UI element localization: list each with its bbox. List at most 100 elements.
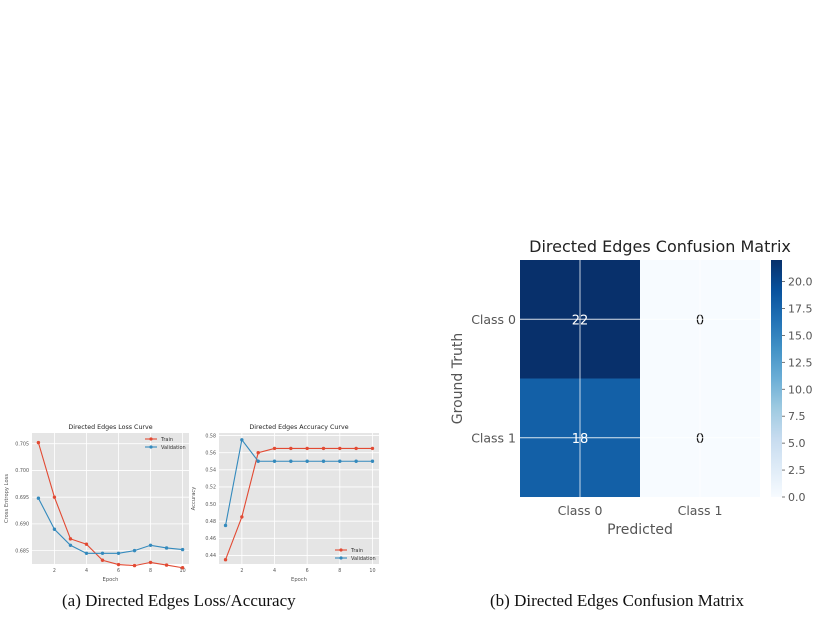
acc-point-validation: [354, 459, 358, 463]
acc-x-tick-label: 2: [240, 568, 243, 574]
acc-title: Directed Edges Accuracy Curve: [249, 424, 348, 431]
acc-plot-area: [219, 433, 379, 564]
loss-point-validation: [100, 551, 105, 556]
acc-point-train: [321, 446, 326, 451]
acc-point-validation: [272, 459, 277, 463]
acc-x-axis-label: Epoch: [291, 577, 307, 583]
acc-y-tick-label: 0.56: [205, 450, 216, 456]
acc-point-train: [272, 446, 277, 451]
loss-point-train: [52, 495, 57, 499]
acc-point-train: [223, 558, 228, 562]
acc-y-tick-label: 0.52: [205, 485, 216, 491]
loss-point-train: [68, 537, 73, 541]
cm-x-axis-label: Predicted: [607, 522, 673, 538]
acc-point-train: [370, 446, 375, 451]
acc-point-validation: [321, 459, 326, 463]
acc-point-validation: [240, 438, 244, 442]
loss-point-validation: [52, 527, 57, 531]
loss-y-tick-label: 0.695: [15, 495, 29, 501]
acc-y-tick-label: 0.50: [205, 502, 216, 508]
loss-point-train: [36, 440, 41, 445]
acc-y-tick-label: 0.48: [205, 519, 216, 525]
loss-point-validation: [36, 496, 41, 500]
acc-y-tick-label: 0.44: [205, 553, 216, 559]
colorbar-tick-label: 2.5: [788, 464, 806, 477]
acc-point-validation: [370, 459, 375, 463]
loss-point-validation: [84, 551, 89, 556]
loss-plot-area: [32, 433, 189, 564]
acc-point-train: [240, 515, 244, 519]
loss-legend-label: Train: [160, 437, 173, 443]
acc-point-train: [289, 446, 293, 451]
cm-x-tick-label: Class 0: [558, 503, 603, 518]
loss-point-train: [148, 560, 153, 565]
colorbar-tick-label: 15.0: [788, 329, 813, 342]
loss-point-train: [164, 563, 169, 567]
loss-x-tick-label: 10: [180, 568, 186, 574]
acc-legend-label: Train: [350, 548, 363, 554]
loss-y-tick-label: 0.690: [15, 522, 29, 528]
acc-series-line-validation: [224, 438, 373, 526]
loss-chart: 2 4 6 8 10 0.685 0.690 0.695 0.700 0.705 Directed …: [4, 424, 189, 583]
colorbar-tick-label: 20.0: [788, 276, 813, 289]
loss-legend-label: Validation: [161, 445, 186, 451]
caption-a: (a) Directed Edges Loss/Accuracy: [62, 591, 296, 610]
acc-point-validation: [256, 459, 260, 463]
loss-y-tick-label: 0.700: [15, 468, 29, 474]
acc-y-tick-label: 0.54: [205, 468, 216, 474]
loss-point-train: [116, 562, 121, 567]
loss-point-validation: [132, 548, 137, 553]
colorbar-tick-label: 10.0: [788, 383, 813, 396]
acc-legend-marker: [339, 556, 343, 560]
loss-series-line-validation: [37, 497, 183, 554]
cm-y-tick-label: Class 0: [471, 312, 516, 327]
acc-x-tick-label: 10: [369, 568, 375, 574]
acc-point-train: [305, 446, 309, 451]
cm-y-tick-label: Class 1: [471, 430, 516, 445]
loss-point-validation: [68, 543, 73, 547]
acc-point-train: [354, 446, 358, 451]
colorbar-tick-label: 5.0: [788, 437, 806, 450]
loss-point-validation: [164, 546, 169, 550]
acc-point-validation: [289, 459, 293, 463]
cm-y-axis-label: Ground Truth: [450, 333, 466, 424]
loss-point-validation: [148, 543, 153, 547]
acc-y-tick-label: 0.58: [205, 433, 216, 439]
loss-point-train: [100, 558, 105, 562]
acc-legend-marker: [339, 548, 343, 552]
acc-x-tick-label: 8: [338, 568, 341, 574]
loss-legend-marker: [149, 437, 153, 441]
colorbar-tick-label: 7.5: [788, 410, 806, 423]
colorbar-tick-label: 12.5: [788, 356, 813, 369]
acc-x-tick-label: 4: [273, 568, 276, 574]
loss-y-tick-label: 0.685: [15, 548, 29, 554]
loss-point-validation: [116, 551, 121, 556]
acc-legend-label: Validation: [351, 556, 376, 562]
acc-y-tick-label: 0.46: [205, 536, 216, 542]
loss-x-axis-label: Epoch: [103, 577, 119, 583]
colorbar: [771, 260, 782, 497]
colorbar-tick-label: 0.0: [788, 491, 806, 504]
acc-point-validation: [223, 523, 228, 528]
loss-x-tick-label: 8: [149, 568, 152, 574]
loss-point-train: [84, 542, 89, 546]
acc-point-train: [256, 450, 260, 455]
loss-point-train: [180, 566, 185, 570]
loss-x-tick-label: 6: [117, 568, 120, 574]
loss-x-tick-label: 4: [85, 568, 88, 574]
loss-y-tick-label: 0.705: [15, 441, 29, 447]
acc-x-tick-label: 6: [306, 568, 309, 574]
acc-point-validation: [305, 459, 309, 463]
caption-b: (b) Directed Edges Confusion Matrix: [490, 591, 744, 610]
loss-title: Directed Edges Loss Curve: [68, 424, 152, 431]
colorbar-tick-label: 17.5: [788, 302, 813, 315]
cm-title: Directed Edges Confusion Matrix: [529, 237, 791, 256]
loss-point-validation: [180, 547, 185, 552]
loss-x-tick-label: 2: [53, 568, 56, 574]
acc-y-axis-label: Accuracy: [191, 487, 197, 511]
acc-point-validation: [338, 459, 342, 463]
acc-point-train: [338, 446, 342, 451]
acc-chart: 2 4 6 8 10 0.44 0.46 0.48 0.50 0.52 0.54 0.56 0.58 Di…: [191, 424, 379, 583]
